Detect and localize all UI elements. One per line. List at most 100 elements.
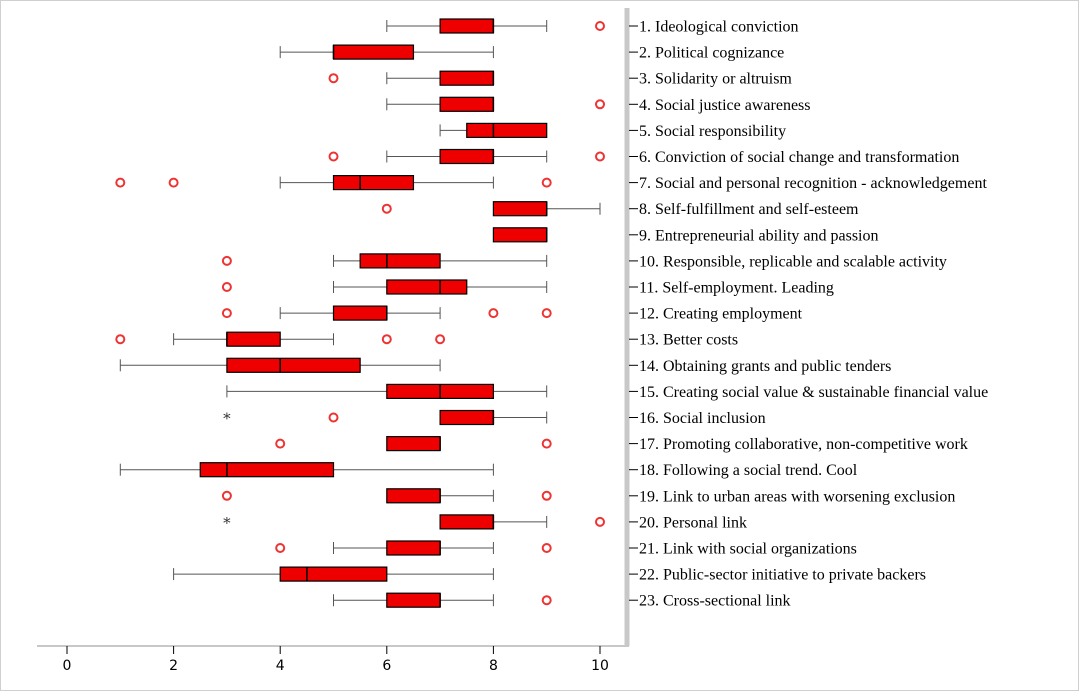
boxplot-row [221,488,552,504]
category-label: 2. Political cognizance [639,45,784,62]
category-label: 8. Self-fulfillment and self-esteem [639,201,859,218]
boxplot-row [439,122,548,139]
outlier-point [115,334,126,345]
outlier-point [221,255,232,266]
boxplot-row [221,305,552,321]
category-label: 17. Promoting collaborative, non-competi… [639,436,968,453]
outlier-point [541,490,552,501]
box [332,175,415,191]
category-label: 22. Public-sector initiative to private … [639,567,926,584]
category-label: 15. Creating social value & sustainable … [639,384,988,401]
chart-marks: ** [115,18,605,608]
boxplot-row [492,227,548,243]
box [226,357,361,373]
x-axis: 0 2 4 6 8 10 [63,646,609,674]
boxplot-row [221,253,548,269]
box [439,96,495,112]
category-label: 13. Better costs [639,332,738,349]
outlier-point [221,282,232,292]
outlier-point [435,334,446,345]
category-label: 6. Conviction of social change and trans… [639,149,959,166]
outlier-point [328,73,339,84]
boxplot-row [333,592,552,608]
box [439,18,495,34]
category-label: 4. Social justice awareness [639,97,811,114]
outlier-point [541,595,552,606]
outlier-point [541,177,552,188]
boxplot-row [221,279,548,295]
box [199,462,335,478]
category-label: 3. Solidarity or altruism [639,71,792,88]
x-tick-label: 0 [63,658,72,674]
category-label: 18. Following a social trend. Cool [639,462,858,479]
category-label: 16. Social inclusion [639,410,766,427]
outlier-point [221,308,232,319]
boxplot-row [275,540,552,556]
category-label: 7. Social and personal recognition - ack… [639,175,987,192]
outlier-point [275,438,286,449]
boxplot-row: * [223,514,605,532]
box [386,436,441,452]
x-tick-label: 6 [382,658,391,674]
box [332,305,388,321]
category-label: 5. Social responsibility [639,123,786,140]
category-label: 19. Link to urban areas with worsening e… [639,488,955,505]
category-label: 14. Obtaining grants and public tenders [639,358,891,375]
boxplot-row [115,175,552,191]
boxplot-row [119,357,441,373]
outlier-point [541,543,552,553]
boxplot-row [115,331,446,347]
boxplot-row [119,462,494,478]
boxplot-row [226,383,548,399]
plot-area [37,8,630,647]
extreme-point: * [223,410,231,428]
category-label: 20. Personal link [639,514,747,531]
category-label: 23. Cross-sectional link [639,593,791,610]
boxplot-row [328,70,495,86]
box [466,122,548,139]
category-label: 1. Ideological conviction [639,19,799,36]
box [332,44,415,60]
boxplot-row [279,44,494,60]
category-label: 9. Entrepreneurial ability and passion [639,227,878,244]
outlier-point [381,203,392,214]
outlier-point [381,334,392,345]
boxplot-row [173,566,494,582]
outlier-point [595,516,605,527]
outlier-point [328,151,339,162]
extreme-point: * [223,514,231,532]
outlier-point [595,151,605,162]
box [439,70,495,86]
outlier-point [488,308,499,319]
outlier-point [541,308,552,319]
category-label: 11. Self-employment. Leading [639,280,834,297]
outlier-point [541,438,552,449]
box [439,148,495,165]
boxplot-row [275,436,552,452]
category-label: 10. Responsible, replicable and scalable… [639,253,947,270]
box [439,409,495,426]
outlier-point [595,99,605,110]
category-labels: 1. Ideological conviction 2. Political co… [629,19,988,610]
boxplot-row [386,18,605,34]
plot-background [37,8,627,646]
box [279,566,388,582]
x-tick-label: 4 [276,658,285,674]
box [492,201,548,217]
boxplot-row [381,201,601,217]
outlier-point [168,177,179,188]
x-tick-label: 10 [591,658,609,674]
box [492,227,548,243]
x-tick-label: 2 [169,658,178,674]
outlier-point [221,490,232,501]
box [226,331,281,347]
box [386,279,468,295]
box [386,488,441,504]
outlier-point [115,177,126,188]
outlier-point [328,412,339,423]
box [439,514,495,530]
x-tick-label: 8 [489,658,498,674]
outlier-point [275,543,286,553]
category-label: 12. Creating employment [639,306,803,323]
